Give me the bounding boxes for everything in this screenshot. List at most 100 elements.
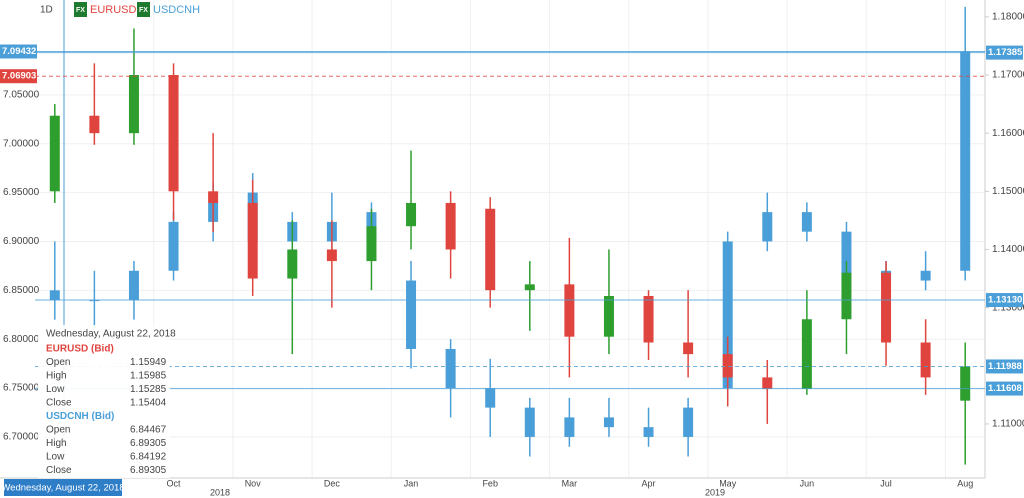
y2-tick-label: 1.11000 [992, 419, 1024, 430]
candle-body [168, 221, 179, 271]
tooltip-row-value: 1.15404 [130, 398, 167, 409]
candle-body [722, 354, 733, 378]
legend-entry[interactable]: USDCNH [153, 4, 200, 16]
y2-tick-label: 1.15000 [992, 186, 1024, 197]
candle-body [168, 75, 179, 192]
candle-body [762, 377, 773, 390]
tooltip-row-value: 6.89305 [130, 465, 167, 476]
y2-tick-label: 1.16000 [992, 128, 1024, 139]
legend-entry[interactable]: EURUSD [90, 4, 137, 16]
y-tick-label: 6.95000 [3, 187, 40, 198]
candle-body [881, 272, 892, 343]
price-label-bg [986, 293, 1023, 308]
candle-body [406, 202, 417, 227]
x-tick-label: Oct [167, 478, 182, 488]
candle-body [801, 212, 812, 232]
tooltip-row-value: 1.15949 [130, 357, 167, 368]
y-tick-label: 6.70000 [3, 432, 40, 443]
candle-body [89, 115, 100, 134]
badge-bg [137, 2, 150, 17]
y-tick-label: 6.85000 [3, 285, 40, 296]
tooltip-row-value: 1.15285 [130, 384, 167, 395]
candle-body [208, 191, 219, 203]
candle-body [287, 249, 298, 279]
tooltip-row-value: 6.84467 [130, 425, 167, 436]
candle-body [89, 300, 100, 302]
tooltip-row-label: Close [46, 465, 72, 476]
candle-body [762, 212, 773, 242]
candle-body [49, 115, 60, 192]
y-tick-label: 6.90000 [3, 236, 40, 247]
badge-bg [74, 2, 87, 17]
candle-body [920, 270, 931, 281]
tooltip-row-label: Low [46, 452, 65, 463]
y-tick-label: 6.75000 [3, 383, 40, 394]
y2-tick-label: 1.13000 [992, 302, 1024, 313]
price-label-bg [986, 45, 1023, 60]
tooltip-section-title: EURUSD (Bid) [46, 344, 114, 355]
price-label: 7.09432 [2, 46, 36, 57]
x-tick-label: Nov [245, 478, 262, 488]
candle-body [406, 280, 417, 349]
interval: 1D [40, 5, 53, 16]
crosshair-label: Wednesday, August 22, 2018 [1, 483, 124, 494]
price-label: 1.11988 [988, 361, 1022, 372]
x-tick-label: Aug [957, 478, 973, 488]
candle-body [366, 226, 377, 262]
tooltip-row-label: High [46, 438, 67, 449]
x-tick-label: Jun [800, 478, 815, 488]
y-tick-label: 6.80000 [3, 334, 40, 345]
candle-body [841, 272, 852, 320]
tooltip-row-label: Open [46, 357, 70, 368]
tooltip-row-label: Close [46, 398, 72, 409]
price-label: 1.17385 [988, 47, 1023, 58]
plot [49, 6, 971, 465]
candle-body [49, 290, 60, 301]
tooltip-row-label: Low [46, 384, 65, 395]
price-label: 7.06903 [2, 71, 36, 82]
y-tick-label: 7.05000 [3, 89, 40, 100]
candle-body [128, 75, 139, 134]
price-label-bg [986, 381, 1023, 396]
candle-body [524, 407, 535, 437]
candle-body [722, 241, 733, 389]
price-label: 1.13130 [988, 295, 1022, 306]
candle-body [841, 231, 852, 281]
x-tick-label: Jan [404, 478, 419, 488]
tooltip-section-title: USDCNH (Bid) [46, 411, 114, 422]
candle-body [603, 417, 614, 428]
y2-tick-label: 1.18000 [992, 12, 1024, 23]
candle-body [960, 51, 971, 271]
candle-body [564, 284, 575, 337]
candle-body [445, 348, 456, 389]
year-label: 2019 [705, 487, 725, 497]
x-tick-label: Feb [482, 478, 498, 488]
candle-body [485, 208, 496, 291]
candle-body [683, 407, 694, 437]
y-tick-label: 7.00000 [3, 138, 40, 149]
x-tick-label: Apr [642, 478, 656, 488]
candle-body [128, 270, 139, 301]
tooltip-row-label: High [46, 371, 67, 382]
price-label-bg [986, 359, 1023, 374]
candle-body [247, 202, 258, 279]
tooltip-row-label: Open [46, 425, 70, 436]
overlay: 7.05000 7.00000 6.95000 6.90000 6.85000 6.800… [0, 12, 1024, 497]
candle-body [445, 202, 456, 250]
price-label: 1.11608 [988, 383, 1022, 394]
candle-body [683, 342, 694, 355]
x-tick-label: Dec [324, 478, 341, 488]
candle-body [643, 295, 654, 343]
grid [35, 0, 985, 478]
tooltip-row-value: 6.89305 [130, 438, 167, 449]
tooltip-row-value: 6.84192 [130, 452, 167, 463]
tooltip-row-value: 1.15985 [130, 371, 167, 382]
candle-body [643, 427, 654, 437]
candle-body [603, 295, 614, 337]
crosshair-label-bg [4, 479, 122, 496]
y2-tick-label: 1.14000 [992, 244, 1024, 255]
candle-body [801, 319, 812, 390]
candle-body [960, 366, 971, 401]
candle-body [326, 249, 337, 262]
badge: FX [139, 7, 148, 14]
